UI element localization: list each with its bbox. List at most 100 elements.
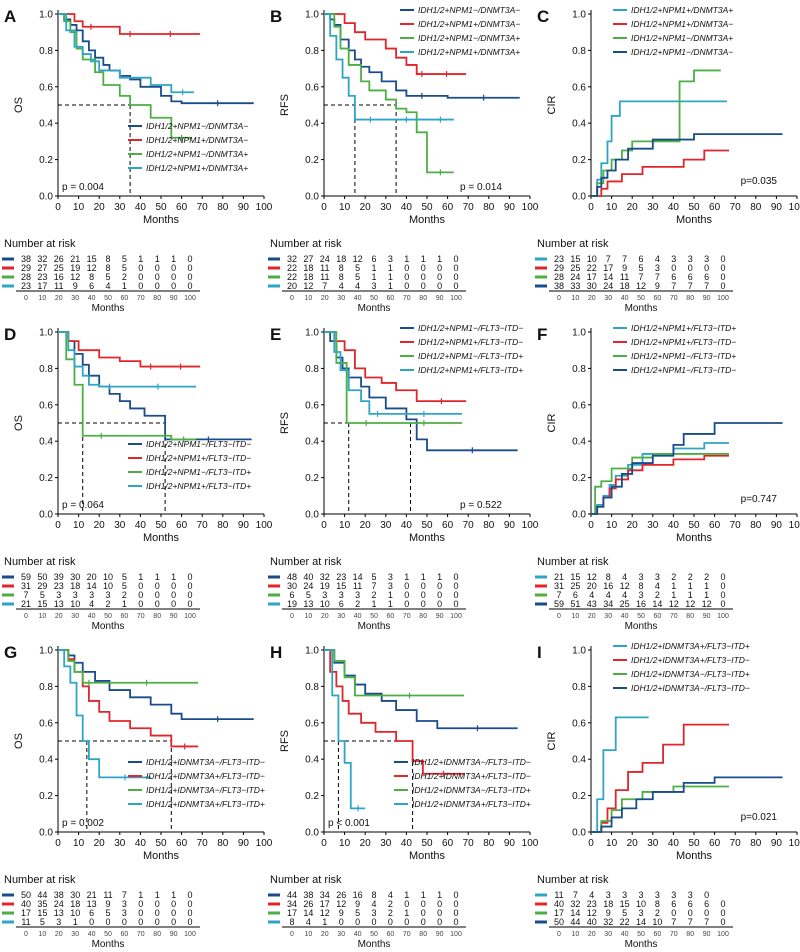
risk-value: 2 (655, 590, 660, 600)
risk-value: 34 (287, 899, 297, 909)
y-tick-label: 0.0 (305, 510, 319, 521)
risk-value: 1 (688, 581, 693, 591)
y-tick-label: 0.2 (305, 791, 319, 802)
y-tick-label: 0.4 (305, 119, 319, 130)
risk-value: 0 (138, 263, 143, 273)
risk-value: 50 (37, 572, 47, 582)
x-tick-label: 100 (256, 520, 273, 531)
risk-value: 9 (105, 899, 110, 909)
risk-value: 1 (388, 272, 393, 282)
y-tick-label: 0.4 (572, 437, 586, 448)
x-tick-label: 10 (606, 838, 618, 849)
risk-axis-label: Months (92, 621, 125, 632)
y-tick-label: 0.0 (305, 192, 319, 203)
risk-tick-label: 60 (387, 295, 395, 302)
x-tick-label: 60 (176, 838, 188, 849)
risk-value: 30 (70, 890, 80, 900)
risk-value: 17 (21, 908, 31, 918)
y-tick-label: 1.0 (39, 10, 53, 21)
risk-value: 9 (606, 908, 611, 918)
series-line (58, 649, 199, 684)
panel-c: C0.00.20.40.60.81.00 10 20 30 40 50 60 70 80 90 10… (535, 5, 800, 314)
risk-value: 0 (138, 590, 143, 600)
x-tick-label: 20 (627, 202, 639, 213)
risk-tick-label: 20 (55, 931, 63, 938)
risk-value: 3 (388, 254, 393, 264)
x-tick-label: 30 (647, 520, 659, 531)
risk-tick-label: 70 (403, 931, 411, 938)
series-line (324, 331, 467, 403)
risk-value: 0 (688, 263, 693, 273)
risk-tick-label: 20 (321, 931, 329, 938)
risk-value: 0 (720, 281, 725, 291)
risk-value: 23 (37, 272, 47, 282)
legend-entry: IDH1/2+IDNMT3A−/FLT3−ITD− (631, 683, 750, 693)
x-tick-label: 70 (463, 838, 475, 849)
x-tick-label: 70 (463, 520, 475, 531)
p-value: p=0.035 (741, 176, 778, 187)
risk-value: 3 (655, 890, 660, 900)
risk-value: 5 (122, 572, 127, 582)
risk-value: 6 (371, 254, 376, 264)
x-tick-label: 10 (73, 838, 85, 849)
risk-value: 29 (37, 581, 47, 591)
x-tick-label: 30 (380, 520, 392, 531)
risk-tick-label: 0 (24, 931, 28, 938)
legend-entry: IDH1/2+NPM1−/DNMT3A− (146, 121, 248, 131)
risk-value: 10 (636, 899, 646, 909)
risk-value: 2 (688, 572, 693, 582)
risk-value: 9 (655, 281, 660, 291)
y-tick-label: 0.2 (572, 473, 586, 484)
risk-value: 15 (570, 572, 580, 582)
risk-value: 1 (421, 890, 426, 900)
risk-value: 6 (704, 272, 709, 282)
risk-value: 12 (87, 263, 97, 273)
risk-value: 0 (671, 263, 676, 273)
risk-value: 7 (606, 254, 611, 264)
risk-value: 4 (105, 281, 110, 291)
p-value: p = 0.522 (460, 500, 502, 511)
p-value: p = 0.014 (460, 182, 502, 193)
risk-tick-label: 50 (370, 931, 378, 938)
x-tick-label: 20 (94, 520, 106, 531)
y-tick-label: 0.6 (572, 400, 586, 411)
risk-value: 8 (105, 254, 110, 264)
risk-value: 2 (671, 572, 676, 582)
risk-value: 32 (603, 917, 613, 927)
risk-value: 10 (652, 917, 662, 927)
legend-entry: IDH1/2+NPM1+/FLT3−ITD− (146, 453, 251, 463)
legend: IDH1/2+NPM1−/DNMT3A− IDH1/2+NPM1+/DNMT3A−… (128, 121, 248, 173)
risk-value: 16 (636, 599, 646, 609)
risk-value: 14 (87, 581, 97, 591)
risk-value: 19 (287, 599, 297, 609)
risk-tick-label: 100 (184, 295, 196, 302)
x-tick-label: 80 (750, 202, 762, 213)
risk-value: 1 (155, 254, 160, 264)
risk-value: 35 (37, 899, 47, 909)
risk-value: 0 (339, 917, 344, 927)
risk-value: 0 (421, 917, 426, 927)
risk-tick-label: 30 (604, 295, 612, 302)
risk-value: 0 (155, 581, 160, 591)
risk-tick-label: 40 (354, 931, 362, 938)
risk-value: 12 (587, 908, 597, 918)
risk-value: 34 (320, 890, 330, 900)
risk-value: 4 (89, 599, 94, 609)
y-tick-label: 0.8 (305, 682, 319, 693)
risk-value: 3 (638, 890, 643, 900)
risk-value: 28 (21, 272, 31, 282)
risk-value: 1 (388, 263, 393, 273)
risk-tick-label: 10 (39, 931, 47, 938)
risk-value: 3 (388, 581, 393, 591)
risk-value: 1 (437, 254, 442, 264)
risk-value: 10 (70, 908, 80, 918)
x-axis-label: Months (676, 214, 713, 226)
risk-value: 1 (704, 581, 709, 591)
legend-entry: IDH1/2+IDNMT3A+/FLT3−ITD− (631, 655, 750, 665)
risk-value: 18 (303, 272, 313, 282)
risk-value: 15 (87, 254, 97, 264)
series-line (58, 331, 197, 388)
risk-value: 0 (89, 917, 94, 927)
risk-value: 39 (54, 572, 64, 582)
